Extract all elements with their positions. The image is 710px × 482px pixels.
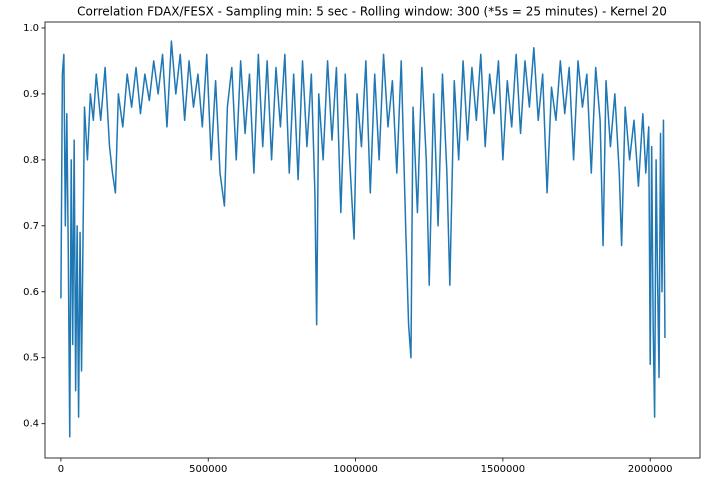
x-tick-label: 0	[58, 464, 64, 475]
x-tick-label: 2000000	[628, 464, 673, 475]
y-tick-label: 0.6	[23, 287, 39, 298]
x-tick-label: 1000000	[333, 464, 378, 475]
plot-frame	[44, 21, 701, 459]
x-tick-label: 500000	[189, 464, 227, 475]
y-tick-label: 0.8	[23, 155, 39, 166]
chart-title: Correlation FDAX/FESX - Sampling min: 5 …	[77, 5, 667, 19]
y-tick-label: 0.7	[23, 221, 39, 232]
y-tick-label: 0.5	[23, 353, 39, 364]
x-tick-label: 1500000	[481, 464, 526, 475]
y-tick-label: 1.0	[23, 23, 39, 34]
y-tick-label: 0.9	[23, 89, 39, 100]
y-tick-label: 0.4	[23, 419, 39, 430]
data-line	[60, 40, 666, 438]
